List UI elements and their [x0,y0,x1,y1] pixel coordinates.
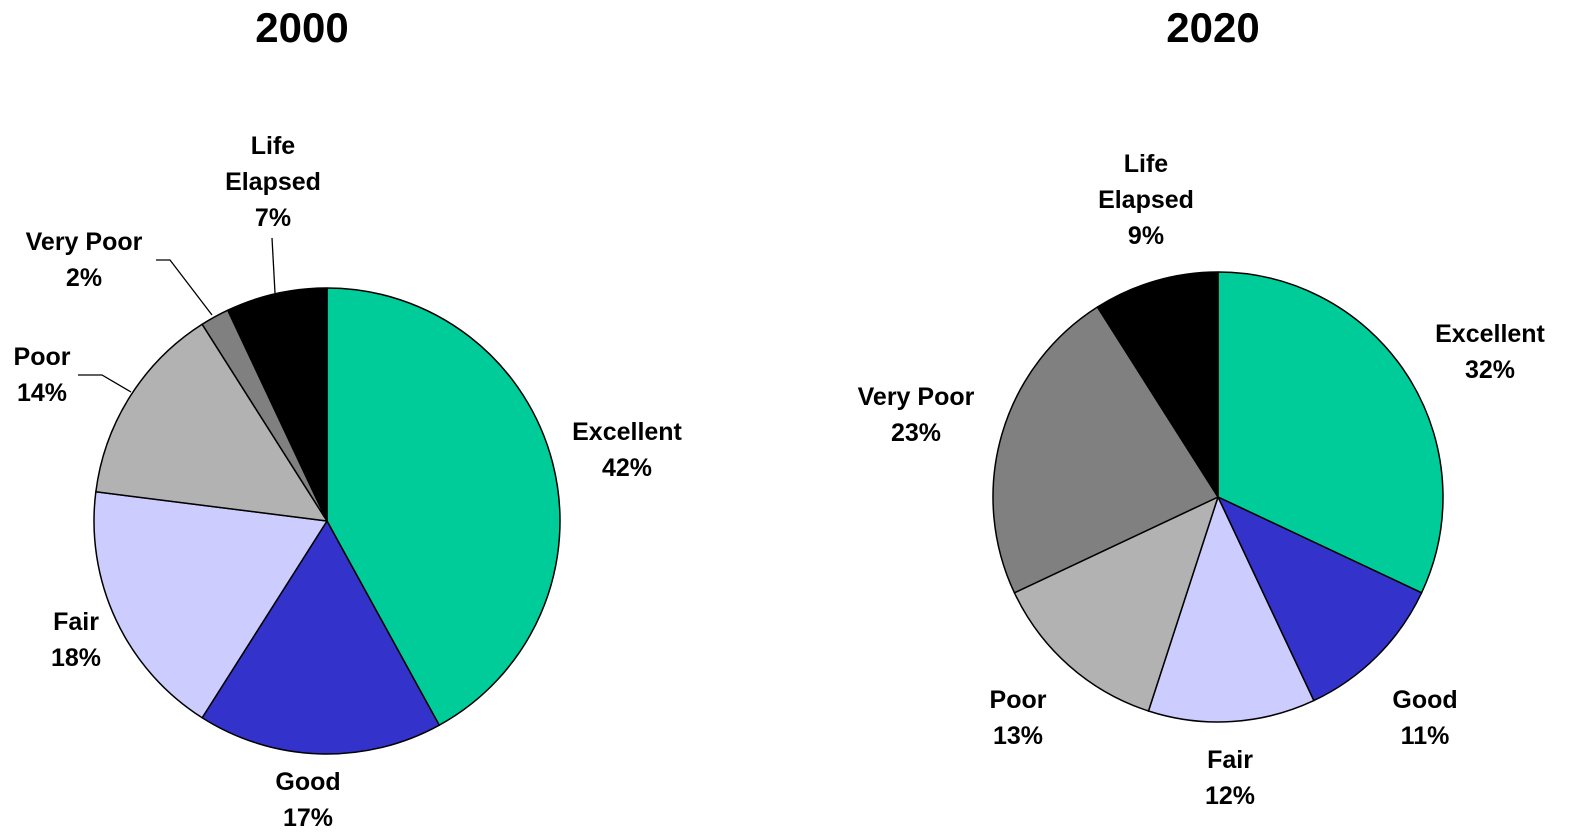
value-label: 12% [1204,782,1256,810]
slice-label: Life Elapsed 7% [213,128,333,236]
slice-label: Good 11% [1392,682,1457,754]
category-label: Fair [1207,746,1253,774]
value-label: 23% [890,419,942,447]
slice-label: Very Poor 23% [858,379,975,451]
category-label: Good [275,768,341,796]
category-label: Poor [13,343,71,371]
chart-title: 2000 [255,4,349,51]
leader-line [156,259,213,316]
value-label: 13% [992,722,1044,750]
category-label: Very Poor [25,228,143,256]
category-label: Excellent [1435,320,1545,348]
slice-label: Life Elapsed 9% [1086,146,1206,254]
category-label: Very Poor [857,383,975,411]
slice-label: Fair 18% [51,604,101,676]
slice-label: Poor 14% [14,339,71,411]
value-label: 18% [50,644,102,672]
slice-label: Excellent 32% [1435,316,1545,388]
category-label: Life Elapsed [225,132,321,196]
category-label: Fair [53,608,99,636]
pie-slice [93,491,328,719]
value-label: 42% [601,454,653,482]
value-label: 32% [1464,356,1516,384]
category-label: Excellent [572,418,682,446]
pie-slice [1217,271,1444,594]
value-label: 2% [65,264,103,292]
category-label: Poor [989,686,1047,714]
leader-line [78,374,132,393]
pie-slice [95,323,328,522]
pie-slice [201,520,440,755]
slice-label: Good 17% [275,764,340,834]
value-label: 7% [254,204,292,232]
slice-label: Fair 12% [1205,742,1255,814]
pie-slice [227,287,328,522]
pie-slice [1096,271,1219,498]
category-label: Good [1392,686,1458,714]
slice-label: Poor 13% [990,682,1047,754]
pie-slice [1147,496,1315,723]
value-label: 14% [16,379,68,407]
chart-title: 2020 [1166,4,1260,51]
pie-slice [992,306,1219,594]
slice-label: Very Poor 2% [26,224,143,296]
value-label: 17% [282,804,334,832]
pie-slice [1013,496,1219,712]
slice-label: Excellent 42% [572,414,682,486]
value-label: 9% [1127,222,1165,250]
pie-slice [1217,496,1423,702]
pie-slice [326,287,561,726]
value-label: 11% [1400,722,1450,750]
category-label: Life Elapsed [1098,150,1194,214]
leader-line [271,237,276,294]
